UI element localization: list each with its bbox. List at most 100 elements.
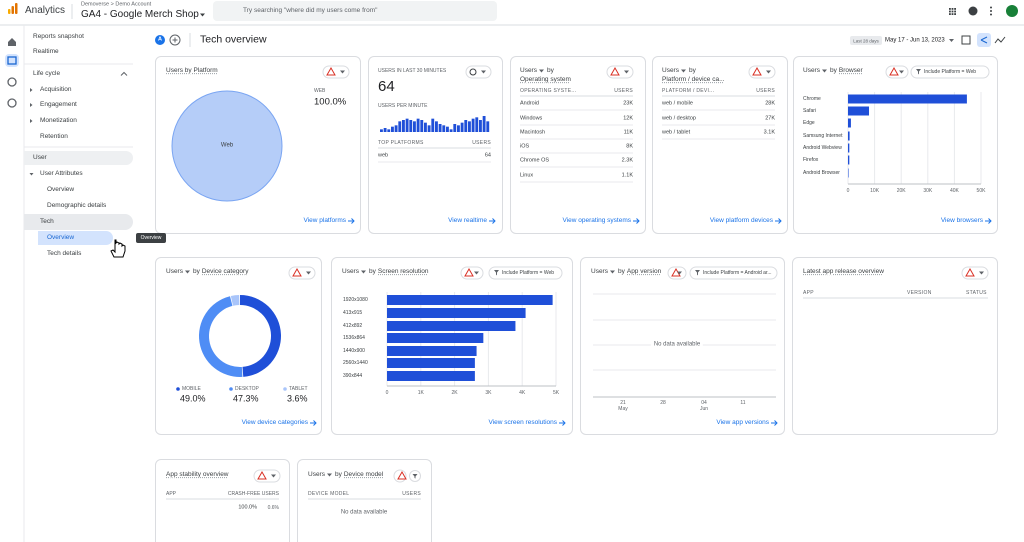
more-icon bbox=[990, 10, 992, 12]
title-connector: by bbox=[368, 268, 376, 276]
card bbox=[155, 56, 361, 234]
nav-item[interactable]: User Attributes bbox=[40, 170, 83, 178]
card bbox=[331, 257, 573, 435]
breadcrumb[interactable]: Demoverse > Demo Account bbox=[81, 1, 152, 8]
more-icon bbox=[990, 6, 992, 9]
card-link[interactable]: View realtime bbox=[448, 217, 487, 225]
dimension-selector[interactable]: Device category bbox=[201, 268, 249, 276]
dimension-selector[interactable]: Device model bbox=[343, 471, 384, 479]
card-link[interactable]: View screen resolutions bbox=[488, 419, 557, 427]
nav-item[interactable]: Demographic details bbox=[47, 202, 107, 210]
metric-selector[interactable]: Users bbox=[342, 268, 359, 276]
realtime-value: 64 bbox=[378, 78, 395, 95]
empty-message: No data available bbox=[650, 341, 704, 349]
nav-item[interactable]: Overview bbox=[47, 186, 75, 194]
table-cell: 3.1K bbox=[763, 129, 775, 136]
explore-icon bbox=[7, 77, 17, 87]
legend-label: WEB bbox=[314, 88, 326, 94]
home-icon bbox=[8, 38, 16, 46]
y-category-label: 413x915 bbox=[343, 310, 363, 316]
dimension-selector[interactable]: Platform / device ca... bbox=[662, 76, 725, 84]
card-title: Users by Platform bbox=[166, 67, 218, 75]
search-placeholder: Try searching "where did my users come f… bbox=[243, 7, 378, 15]
x-tick-label: 50K bbox=[976, 188, 986, 194]
search-box[interactable] bbox=[213, 1, 497, 21]
card bbox=[793, 56, 998, 234]
dimension-selector[interactable]: App version bbox=[626, 268, 662, 276]
nav-item[interactable]: Tech details bbox=[47, 250, 82, 258]
metric-selector[interactable]: Users bbox=[591, 268, 608, 276]
expand-arrow bbox=[30, 119, 33, 123]
x-tick-label: 04 bbox=[701, 400, 707, 406]
date-range[interactable]: May 17 - Jun 13, 2023 bbox=[885, 36, 945, 43]
table-cell: 64 bbox=[484, 152, 491, 159]
table-cell: 2.3K bbox=[621, 157, 633, 164]
card-link[interactable]: View app versions bbox=[716, 419, 769, 427]
customize-icon bbox=[961, 35, 971, 45]
apps-icon bbox=[954, 8, 956, 10]
y-category-label: Android Browser bbox=[803, 170, 840, 176]
card bbox=[368, 56, 503, 234]
x-tick-label: 10K bbox=[870, 188, 880, 194]
metric-selector[interactable]: Users bbox=[662, 67, 679, 75]
card-link[interactable]: View device categories bbox=[241, 419, 308, 427]
metric-selector[interactable]: Users bbox=[166, 268, 183, 276]
apps-icon bbox=[949, 13, 951, 15]
property-selector[interactable]: GA4 - Google Merch Shop bbox=[81, 9, 199, 20]
legend-value: 49.0% bbox=[180, 393, 206, 404]
apps-icon bbox=[954, 10, 956, 13]
dimension-selector[interactable]: Screen resolution bbox=[377, 268, 429, 276]
metric-selector[interactable]: Users bbox=[520, 67, 537, 75]
logo-bar bbox=[11, 6, 14, 14]
column-header: STATUS bbox=[966, 290, 987, 296]
x-tick-label: 11 bbox=[740, 400, 746, 406]
insights-icon bbox=[994, 36, 1006, 44]
card-link[interactable]: View operating systems bbox=[562, 217, 631, 225]
table-cell: 28K bbox=[765, 100, 775, 107]
table-cell: web / mobile bbox=[662, 100, 693, 107]
dimension-selector[interactable]: Browser bbox=[838, 67, 863, 75]
column-header: APP bbox=[803, 290, 814, 296]
table-cell: Windows bbox=[520, 115, 543, 122]
pointer-cursor bbox=[110, 239, 126, 258]
legend-value: 3.6% bbox=[287, 393, 308, 404]
card bbox=[155, 257, 322, 435]
nav-item[interactable]: User bbox=[33, 154, 47, 162]
card-link[interactable]: View browsers bbox=[940, 217, 983, 225]
nav-item[interactable]: Overview bbox=[47, 234, 75, 242]
column-header: OPERATING SYSTE... bbox=[520, 88, 577, 94]
dimension-selector[interactable]: Operating system bbox=[520, 76, 571, 84]
table-cell: Macintosh bbox=[520, 129, 546, 136]
y-category-label: Firefox bbox=[803, 157, 819, 163]
y-category-label: 1536x864 bbox=[343, 335, 365, 341]
card-link[interactable]: View platform devices bbox=[709, 217, 773, 225]
metric-selector[interactable]: Users bbox=[308, 471, 325, 479]
empty-message: No data available bbox=[340, 509, 388, 516]
chart-label: USERS PER MINUTE bbox=[378, 103, 428, 109]
card-link[interactable]: View platforms bbox=[303, 217, 346, 225]
nav-item[interactable]: Life cycle bbox=[33, 70, 61, 78]
y-category-label: 1920x1080 bbox=[343, 297, 368, 303]
x-tick-label: 0 bbox=[846, 188, 850, 194]
nav-item[interactable]: Tech bbox=[40, 218, 54, 226]
dropdown-caret bbox=[200, 13, 205, 17]
title-connector: by bbox=[192, 268, 200, 276]
title-connector: by bbox=[546, 67, 554, 75]
table-cell: Chrome OS bbox=[520, 157, 550, 164]
nav-item[interactable]: Acquisition bbox=[40, 86, 72, 94]
nav-item[interactable]: Monetization bbox=[40, 117, 77, 125]
table-cell: 23K bbox=[623, 100, 633, 107]
metric-selector[interactable]: Users bbox=[803, 67, 820, 75]
x-tick-label: 4K bbox=[519, 390, 526, 396]
table-cell: 100.0% bbox=[238, 504, 257, 511]
table-cell: 12K bbox=[623, 115, 633, 122]
nav-item[interactable]: Retention bbox=[40, 133, 68, 141]
nav-item[interactable]: Realtime bbox=[33, 48, 59, 56]
nav-item[interactable]: Reports snapshot bbox=[33, 33, 84, 41]
nav-group-highlight bbox=[24, 214, 133, 230]
add-comparison bbox=[169, 34, 181, 46]
page-title: Tech overview bbox=[200, 33, 267, 46]
nav-item[interactable]: Engagement bbox=[40, 101, 77, 109]
product-name: Analytics bbox=[25, 5, 66, 16]
share-bg bbox=[977, 33, 991, 47]
